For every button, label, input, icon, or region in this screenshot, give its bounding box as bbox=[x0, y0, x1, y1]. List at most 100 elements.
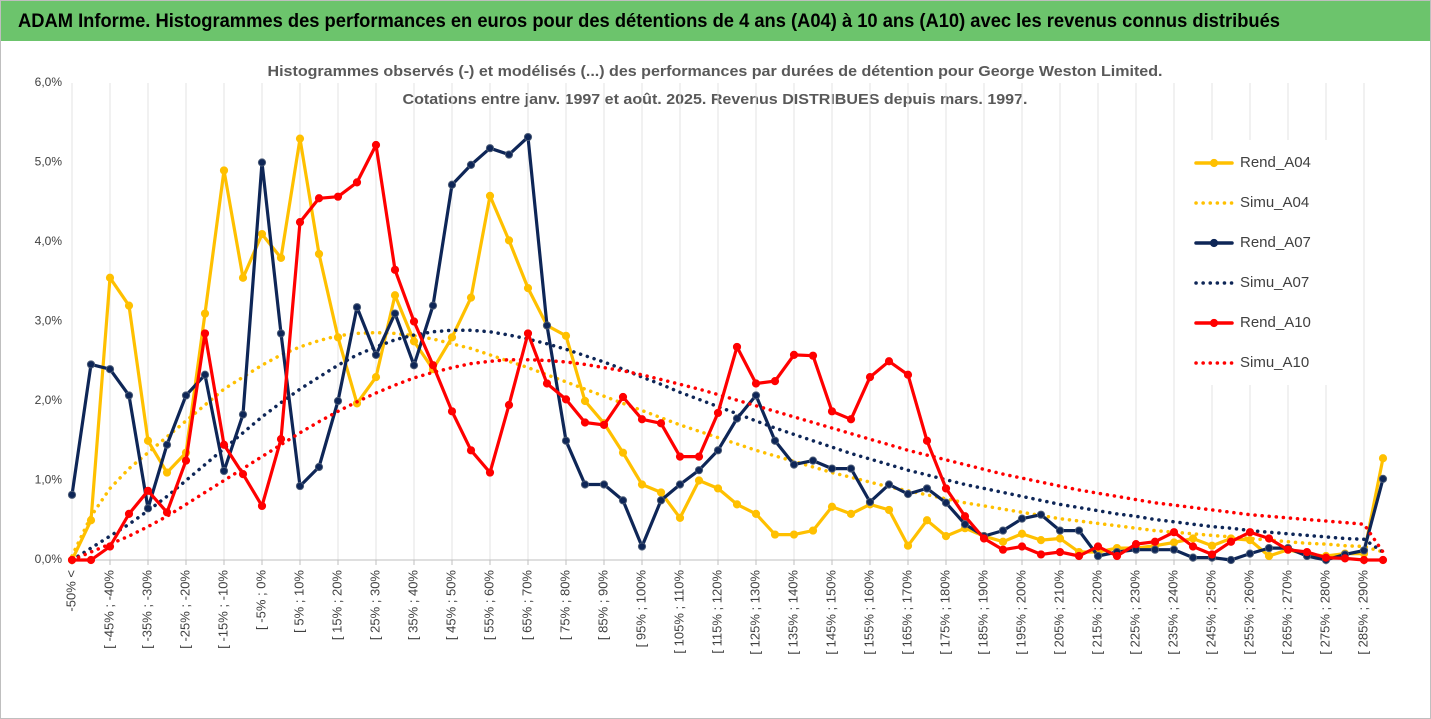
marker bbox=[1036, 510, 1046, 519]
marker bbox=[238, 410, 248, 419]
x-tick-label: [ 225% ; 230% bbox=[1127, 570, 1142, 655]
marker bbox=[770, 530, 780, 539]
marker bbox=[1150, 545, 1160, 554]
x-tick-label: [ 85% ; 90% bbox=[595, 570, 610, 641]
marker bbox=[124, 301, 134, 310]
marker bbox=[903, 370, 913, 379]
marker bbox=[390, 291, 400, 300]
marker bbox=[846, 415, 856, 424]
legend-marker bbox=[1209, 158, 1219, 168]
x-tick-label: [ 75% ; 80% bbox=[557, 570, 572, 641]
legend-label: Rend_A10 bbox=[1240, 314, 1311, 331]
marker bbox=[827, 407, 837, 416]
marker bbox=[884, 480, 894, 489]
marker bbox=[409, 337, 419, 346]
marker bbox=[827, 464, 837, 473]
marker bbox=[618, 392, 628, 402]
marker bbox=[1017, 529, 1027, 538]
marker bbox=[162, 468, 172, 477]
marker bbox=[1112, 551, 1122, 561]
marker bbox=[713, 446, 723, 455]
marker bbox=[865, 497, 875, 507]
marker bbox=[1169, 538, 1179, 547]
marker bbox=[1264, 551, 1274, 561]
legend-marker bbox=[1209, 318, 1219, 328]
marker bbox=[580, 480, 590, 489]
x-tick-label: [ 245% ; 250% bbox=[1203, 570, 1218, 655]
marker bbox=[143, 486, 153, 495]
x-tick-label: [ 125% ; 130% bbox=[747, 570, 762, 655]
legend-label: Simu_A10 bbox=[1240, 354, 1309, 371]
x-tick-label: [ 55% ; 60% bbox=[481, 570, 496, 641]
marker bbox=[257, 158, 267, 167]
marker bbox=[485, 191, 495, 200]
marker bbox=[1131, 540, 1141, 549]
legend: Rend_A04 Simu_A04 Rend_A07 Simu_A07 Rend_A10… bbox=[1180, 140, 1340, 385]
marker bbox=[789, 530, 799, 539]
marker bbox=[713, 484, 723, 493]
marker bbox=[504, 236, 514, 245]
marker bbox=[1074, 551, 1084, 561]
marker bbox=[390, 309, 400, 318]
marker bbox=[1150, 537, 1160, 546]
marker bbox=[1017, 514, 1027, 523]
marker bbox=[371, 350, 381, 359]
y-tick-label: 5,0% bbox=[35, 155, 63, 169]
legend-label: Simu_A04 bbox=[1240, 194, 1309, 211]
marker bbox=[941, 498, 951, 507]
marker bbox=[1188, 534, 1198, 543]
marker bbox=[86, 360, 96, 369]
data-line bbox=[70, 137, 1385, 562]
x-tick-label: [ 135% ; 140% bbox=[785, 570, 800, 655]
chart-subtitle: Histogrammes observés (-) et modélisés (… bbox=[268, 63, 1163, 80]
marker bbox=[1055, 534, 1065, 543]
marker bbox=[751, 509, 761, 518]
marker bbox=[903, 489, 913, 499]
marker bbox=[1188, 553, 1198, 562]
marker bbox=[181, 456, 191, 465]
marker bbox=[1264, 543, 1274, 553]
marker bbox=[865, 373, 875, 382]
marker bbox=[1359, 546, 1369, 555]
marker bbox=[561, 331, 571, 340]
marker bbox=[1378, 474, 1388, 484]
marker bbox=[371, 373, 381, 382]
marker bbox=[637, 480, 647, 489]
marker bbox=[1207, 541, 1217, 550]
marker bbox=[295, 218, 305, 227]
marker bbox=[732, 500, 742, 509]
marker bbox=[1017, 542, 1027, 551]
chart-title: ADAM Informe. Histogrammes des performan… bbox=[18, 11, 1280, 32]
model-line bbox=[70, 328, 1385, 562]
x-tick-label: [ 15% ; 20% bbox=[329, 570, 344, 641]
x-tick-label: [ 235% ; 240% bbox=[1165, 570, 1180, 655]
x-tick-label: [ 165% ; 170% bbox=[899, 570, 914, 655]
marker bbox=[561, 395, 571, 404]
legend-label: Simu_A07 bbox=[1240, 274, 1309, 291]
header-bar bbox=[1, 1, 1430, 41]
marker bbox=[998, 537, 1008, 546]
marker bbox=[580, 396, 590, 406]
model-line bbox=[70, 330, 1385, 558]
marker bbox=[637, 542, 647, 551]
marker bbox=[523, 284, 533, 293]
marker bbox=[941, 532, 951, 541]
x-tick-label: [ 105% ; 110% bbox=[671, 570, 686, 654]
marker bbox=[1188, 542, 1198, 551]
marker bbox=[67, 490, 77, 499]
marker bbox=[352, 303, 362, 312]
marker bbox=[1245, 528, 1255, 537]
marker bbox=[1036, 550, 1046, 559]
marker bbox=[1169, 528, 1179, 537]
marker bbox=[276, 253, 286, 262]
marker bbox=[675, 513, 685, 522]
marker bbox=[656, 488, 666, 497]
y-tick-label: 3,0% bbox=[35, 314, 63, 328]
marker bbox=[1302, 547, 1312, 557]
marker bbox=[713, 408, 723, 418]
x-tick-label: [ 35% ; 40% bbox=[405, 570, 420, 641]
marker bbox=[124, 509, 134, 518]
data-line bbox=[70, 143, 1385, 562]
marker bbox=[409, 361, 419, 370]
